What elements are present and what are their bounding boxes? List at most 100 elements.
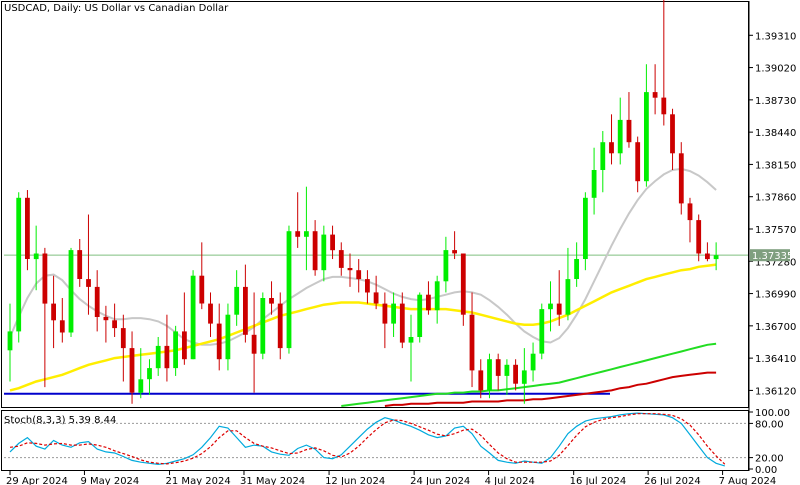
candle xyxy=(68,247,74,337)
candle xyxy=(382,292,388,349)
candle-body xyxy=(33,253,39,260)
candle xyxy=(583,192,588,271)
candle-body xyxy=(277,303,283,349)
candle-body xyxy=(182,331,187,360)
price-axis-label: 1.39310 xyxy=(755,31,796,42)
price-axis-label: 1.37280 xyxy=(755,257,796,268)
main-pane[interactable]: USDCAD, Daily: US Dollar vs Canadian Dol… xyxy=(1,0,749,408)
candle-body xyxy=(670,114,675,154)
candle xyxy=(330,225,335,260)
candle xyxy=(391,292,396,337)
candle-body xyxy=(652,92,658,98)
candle-body xyxy=(373,292,379,304)
candle xyxy=(7,303,13,382)
candle-body xyxy=(94,286,100,317)
candle-body xyxy=(138,379,144,393)
candle-body xyxy=(269,298,274,304)
price-axis-label: 1.38440 xyxy=(755,128,796,139)
candle-body xyxy=(16,197,22,332)
candle-body xyxy=(190,275,196,360)
time-axis-label: 29 Apr 2024 xyxy=(6,476,68,485)
candle xyxy=(182,292,187,365)
candle xyxy=(426,281,431,315)
time-axis-label: 21 May 2024 xyxy=(166,476,231,485)
candle-body xyxy=(713,255,719,260)
candle-body xyxy=(208,303,213,324)
candle xyxy=(260,292,266,360)
candle-body xyxy=(635,142,641,182)
stochastic-pane-frame xyxy=(1,410,749,471)
candle xyxy=(696,214,702,262)
candle xyxy=(286,225,292,354)
price-axis-label: 1.38150 xyxy=(755,160,796,171)
stochastic-pane[interactable]: Stoch(8,3,3) 5.39 8.44 xyxy=(1,410,749,471)
candle-body xyxy=(539,309,545,354)
candle-body xyxy=(687,203,693,221)
candle-body xyxy=(495,359,501,376)
candle xyxy=(129,331,135,404)
candle xyxy=(661,0,667,126)
candle xyxy=(25,190,30,271)
candle-body xyxy=(399,303,405,343)
time-axis-label: 4 Jul 2024 xyxy=(485,476,535,485)
candle xyxy=(365,270,370,304)
price-axis[interactable]: 1.39310 1.39020 1.38730 1.38440 1.38150 1.378… xyxy=(748,1,796,471)
stochastic-main-line xyxy=(9,412,725,467)
candle xyxy=(591,147,597,215)
candle xyxy=(234,270,240,326)
stochastic-axis-label: 100.00 xyxy=(755,408,790,419)
candle-body xyxy=(513,364,518,384)
stochastic-plot-area xyxy=(4,412,748,467)
time-axis[interactable]: 29 Apr 2024 9 May 2024 21 May 2024 31 May 2… xyxy=(6,471,776,485)
candle xyxy=(190,270,196,360)
candle xyxy=(164,314,170,382)
candle xyxy=(347,253,353,287)
candle xyxy=(687,197,693,243)
ma-mid-yellow-line xyxy=(9,263,717,392)
time-axis-label: 24 Jun 2024 xyxy=(410,476,470,485)
candle xyxy=(452,231,457,260)
candle xyxy=(460,253,466,326)
candle-body xyxy=(696,220,702,254)
ma-fast-line xyxy=(9,167,717,346)
price-axis-label: 1.37860 xyxy=(755,193,796,204)
candle-body xyxy=(521,370,527,384)
candle-body xyxy=(77,250,83,279)
candle xyxy=(208,292,213,337)
chart-title: USDCAD, Daily: US Dollar vs Canadian Dol… xyxy=(4,3,229,14)
candle xyxy=(565,247,571,321)
candle-body xyxy=(626,119,632,143)
candle xyxy=(120,314,126,382)
candle xyxy=(469,292,475,388)
candle xyxy=(42,247,48,388)
candle xyxy=(86,214,91,315)
candle-body xyxy=(251,334,257,354)
candle-body xyxy=(365,279,370,293)
candle xyxy=(487,353,492,399)
candle xyxy=(312,220,318,276)
candle-body xyxy=(574,259,579,279)
candle-body xyxy=(304,231,309,237)
candle xyxy=(434,275,440,324)
candle xyxy=(644,64,649,187)
time-axis-label: 7 Aug 2024 xyxy=(719,476,777,485)
candle-body xyxy=(426,294,431,311)
candle xyxy=(51,275,56,349)
candle-body xyxy=(600,142,606,170)
candle-body xyxy=(443,250,449,282)
candle xyxy=(530,342,536,382)
candle xyxy=(548,281,553,332)
candle xyxy=(443,236,449,293)
candle xyxy=(16,192,22,343)
current-price-label: 1.37335 xyxy=(752,251,793,262)
candle-body xyxy=(434,281,440,311)
candle xyxy=(670,108,675,170)
candle-body xyxy=(617,119,623,154)
price-axis-label: 1.37570 xyxy=(755,225,796,236)
time-axis-label: 12 Jun 2024 xyxy=(325,476,385,485)
candle-body xyxy=(460,253,466,315)
price-axis-label: 1.36120 xyxy=(755,386,796,397)
candle xyxy=(103,305,109,343)
